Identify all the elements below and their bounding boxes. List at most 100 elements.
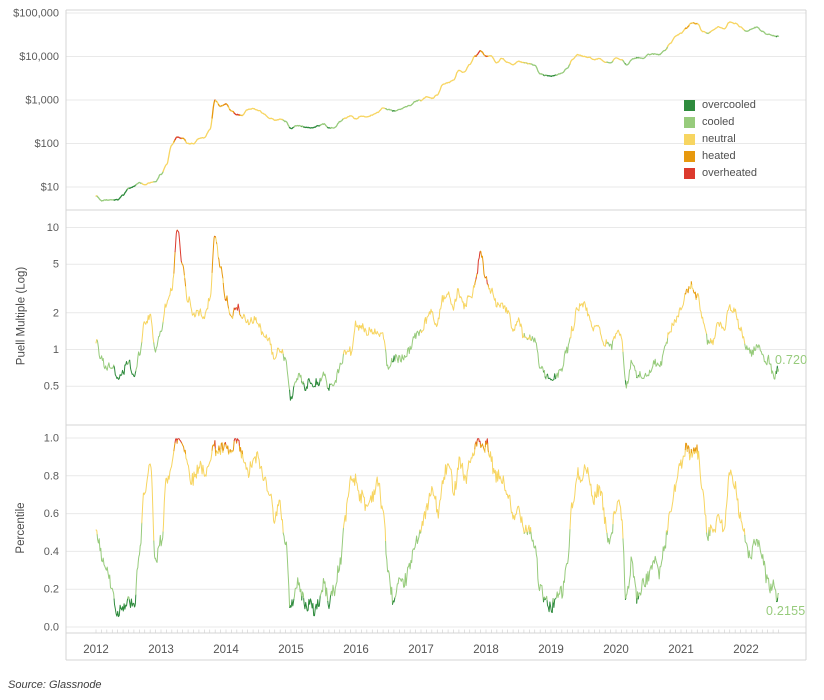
legend-item-label: heated [702, 150, 736, 162]
percentile-line-segment [177, 438, 183, 444]
percentile-line-segment [777, 593, 779, 599]
percentile-line-segment [293, 577, 303, 601]
puell-multiple-line-segment [527, 334, 531, 340]
puell-multiple-line-segment [687, 286, 690, 294]
puell-multiple-line-segment [343, 320, 387, 356]
percentile-line-segment [127, 596, 130, 601]
x-year-label: 2022 [733, 644, 759, 656]
btc-price-line-segment [180, 137, 186, 141]
puell-multiple-line[interactable] [95, 229, 779, 401]
percentile-line-segment [666, 530, 669, 536]
btc-price-line-segment [211, 99, 216, 119]
percentile-line-segment [128, 594, 137, 608]
percentile-line-segment [303, 595, 321, 617]
percentile-line-segment [392, 597, 396, 605]
percentile-line-segment [488, 451, 525, 534]
percentile-line-segment [135, 522, 143, 596]
legend-item-label: cooled [702, 116, 735, 128]
percentile-line-segment [545, 595, 548, 602]
puell-multiple-line-segment [638, 341, 667, 379]
legend-item-cooled[interactable]: cooled [684, 114, 757, 131]
percentile-line-segment [394, 529, 421, 598]
puell-multiple-line-segment [606, 339, 614, 351]
x-year-label: 2020 [603, 644, 629, 656]
puell-multiple-line-segment [625, 359, 638, 389]
chart-canvas: $100,000 $10,000 $1,000 $100 $10 10 5 2 1 0.5 1.0 0… [13, 8, 807, 661]
legend-item-neutral[interactable]: neutral [684, 131, 757, 148]
percentile-line-segment [173, 441, 176, 452]
percentile-line-segment [709, 469, 746, 536]
puell-multiple-line-segment [289, 385, 295, 401]
percentile-line-segment [95, 529, 98, 536]
percentile-line-segment [526, 531, 529, 536]
percentile-line-segment [684, 442, 688, 452]
puell-y-tick-label: 2 [53, 307, 59, 319]
btc-price-line-segment [687, 24, 690, 28]
percentile-line-segment [569, 464, 608, 534]
puell-multiple-line-segment [303, 377, 321, 391]
puell-multiple-line-segment [113, 361, 129, 380]
percentile-line-segment [691, 450, 694, 458]
puell-multiple-line-segment [236, 303, 240, 313]
puell-multiple-line-segment [96, 339, 115, 371]
btc-price-line-segment [342, 107, 387, 120]
legend-item-overheated[interactable]: overheated [684, 165, 757, 182]
percentile-line-segment [113, 598, 129, 618]
percentile-line-segment [184, 449, 187, 455]
x-year-label: 2017 [408, 644, 434, 656]
puell-multiple-line-segment [696, 293, 698, 298]
btc-price-line-segment [709, 21, 746, 33]
percentile-line-segment [222, 442, 226, 451]
percentile-line-segment [220, 442, 224, 453]
puell-multiple-line-segment [327, 383, 332, 391]
legend-swatch-icon [684, 168, 695, 179]
percentile-line-segment [330, 527, 344, 597]
puell-y-tick-label: 5 [53, 259, 59, 271]
percentile-line-segment [530, 532, 544, 603]
percentile-y-tick-label: 0.0 [44, 622, 59, 634]
puell-multiple-line-segment [694, 291, 697, 300]
percentile-line-segment [174, 438, 178, 444]
percentile-y-tick-label: 0.8 [44, 470, 59, 482]
legend-item-label: overheated [702, 167, 758, 179]
btc-price-line-segment [135, 181, 143, 186]
puell-multiple-line-segment [777, 368, 779, 372]
percentile-line-segment [185, 449, 213, 486]
percentile-line-segment [219, 448, 222, 455]
percentile-line-segment [612, 499, 624, 540]
percentile-line-segment [546, 598, 554, 613]
percentile-line-segment [696, 444, 698, 453]
percentile-line-segment [301, 591, 305, 600]
puell-multiple-line-segment [624, 380, 627, 386]
btc-price-line-segment [625, 56, 638, 66]
puell-multiple-line-segment [696, 292, 708, 335]
percentile-line-segment [479, 443, 486, 453]
percentile-axis-title: Percentile [15, 502, 27, 554]
percentile-line-segment [218, 445, 221, 453]
btc-price-line-segment [288, 126, 295, 130]
price-y-tick-label: $10 [41, 182, 59, 194]
percentile-line-segment [553, 597, 557, 608]
percentile-line[interactable] [95, 438, 779, 618]
legend-item-heated[interactable]: heated [684, 148, 757, 165]
puell-multiple-line-segment [524, 336, 528, 340]
puell-multiple-line-segment [622, 351, 626, 382]
percentile-line-segment [385, 541, 393, 605]
puell-multiple-line-segment [420, 283, 476, 334]
btc-price-line-segment [176, 136, 183, 140]
btc-price-line-segment [530, 63, 545, 76]
puell-multiple-line-segment [392, 355, 396, 363]
puell-multiple-line-segment [141, 313, 155, 344]
percentile-line-segment [524, 524, 528, 534]
percentile-line-segment [486, 438, 489, 445]
btc-price-line[interactable] [95, 21, 780, 202]
puell-multiple-line-segment [612, 329, 624, 353]
percentile-line-segment [327, 594, 332, 610]
x-year-label: 2021 [668, 644, 694, 656]
legend-item-overcooled[interactable]: overcooled [684, 97, 757, 114]
legend-swatch-icon [684, 134, 695, 145]
percentile-line-segment [141, 463, 155, 542]
puell-multiple-line-segment [555, 337, 571, 378]
legend-item-label: overcooled [702, 99, 756, 111]
percentile-line-segment [776, 597, 779, 603]
